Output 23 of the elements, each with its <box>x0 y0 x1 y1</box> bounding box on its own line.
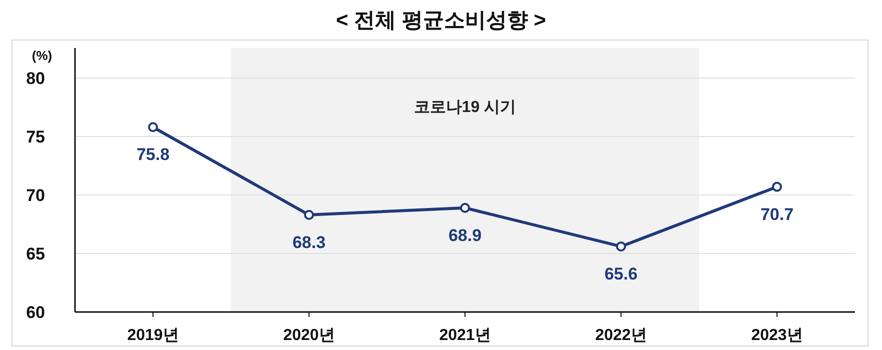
y-tick-label: 75 <box>26 128 45 146</box>
x-tick-label: 2019년 <box>127 327 179 344</box>
x-tick-label: 2023년 <box>751 327 803 344</box>
data-label: 65.6 <box>604 264 638 284</box>
y-tick-label: 80 <box>26 69 45 88</box>
point <box>304 210 314 220</box>
y-tick-label: 60 <box>26 303 45 322</box>
point <box>772 182 782 192</box>
data-label: 68.3 <box>292 232 326 252</box>
x-tick-label: 2022년 <box>595 327 647 344</box>
point <box>460 202 470 213</box>
y-tick-label: 70 <box>26 186 45 205</box>
data-label: 75.8 <box>136 145 170 164</box>
x-tick-label: 2021년 <box>439 327 491 344</box>
band-label: 코로나19 시기 <box>414 99 516 116</box>
y-axis-title: (%) <box>32 48 52 63</box>
y-tick-label: 65 <box>26 244 45 264</box>
point <box>616 241 626 252</box>
point <box>148 122 158 132</box>
data-label: 70.7 <box>760 204 794 224</box>
chart-title: < 전체 평균소비성향 > <box>336 9 546 32</box>
x-tick-label: 2020년 <box>283 327 335 344</box>
data-label: 68.9 <box>448 226 482 245</box>
